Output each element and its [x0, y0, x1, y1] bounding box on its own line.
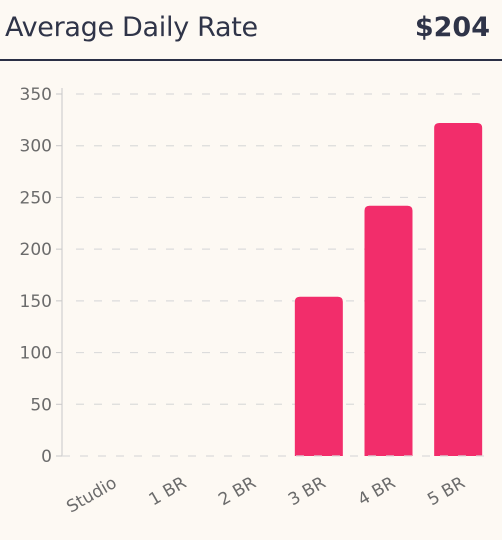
x-axis: Studio 1 BR 2 BR 3 BR 4 BR 5 BR [62, 455, 490, 517]
x-tick-label: 1 BR [146, 473, 191, 510]
x-tick-label: 4 BR [355, 473, 400, 510]
y-tick-label: 150 [20, 292, 52, 312]
y-tick-label: 300 [20, 137, 52, 157]
x-tick-label: 2 BR [215, 473, 260, 510]
y-tick-label: 250 [20, 188, 52, 208]
x-tick-label: 5 BR [424, 473, 469, 510]
bar-3-br[interactable] [294, 296, 343, 456]
average-rate-value: $204 [414, 12, 490, 43]
bar-chart: 0 50 100 150 200 250 300 350 Studio 1 BR 2 BR 3 BR… [20, 85, 490, 517]
y-axis: 0 50 100 150 200 250 300 350 [20, 85, 63, 467]
bar-4-br[interactable] [364, 205, 413, 456]
y-tick-label: 100 [20, 344, 52, 364]
bar-5-br[interactable] [434, 122, 483, 457]
gridlines [76, 93, 490, 405]
chart-title: Average Daily Rate [5, 12, 258, 43]
y-tick-label: 200 [20, 240, 52, 260]
bars [294, 122, 483, 457]
y-tick-label: 350 [20, 85, 52, 105]
y-tick-label: 50 [30, 395, 52, 415]
chart-header: Average Daily Rate $204 [0, 0, 502, 61]
x-tick-label: 3 BR [285, 473, 330, 510]
x-tick-label: Studio [63, 473, 120, 517]
y-tick-label: 0 [41, 447, 52, 467]
